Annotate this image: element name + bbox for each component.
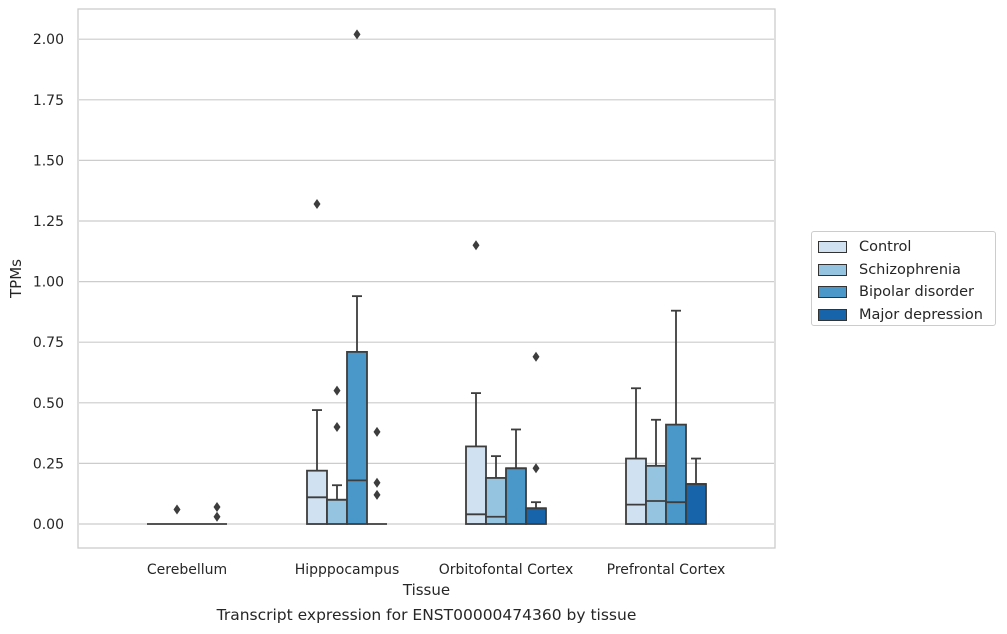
legend-item: Control xyxy=(818,236,995,259)
box-body xyxy=(625,457,647,525)
box xyxy=(645,418,667,525)
legend: Control Schizophrenia Bipolar disorder Majo… xyxy=(811,231,996,326)
box xyxy=(167,504,187,525)
box-body xyxy=(346,350,368,525)
outlier-point xyxy=(532,351,540,362)
y-tick-label: 1.50 xyxy=(33,153,64,169)
outlier-point xyxy=(173,504,181,515)
outlier-point xyxy=(333,422,341,433)
legend-label: Control xyxy=(859,239,912,256)
series-bipolar-disorder xyxy=(187,29,687,525)
box xyxy=(326,385,348,525)
box-body xyxy=(665,423,687,525)
y-tick-label: 1.75 xyxy=(33,93,64,109)
legend-swatch xyxy=(818,263,847,276)
box xyxy=(306,199,328,525)
box-series xyxy=(147,29,707,525)
gridlines xyxy=(79,38,774,525)
box xyxy=(485,455,507,525)
box-body xyxy=(326,498,348,525)
box-body xyxy=(685,483,707,525)
y-tick-label: 0.75 xyxy=(33,335,64,351)
y-tick-label: 1.00 xyxy=(33,275,64,291)
outlier-point xyxy=(213,511,221,522)
outlier-point xyxy=(373,426,381,437)
legend-label: Bipolar disorder xyxy=(859,284,974,301)
y-tick-label: 0.25 xyxy=(33,456,64,472)
x-axis-label: Tissue xyxy=(402,581,450,599)
y-tick-label: 0.00 xyxy=(33,517,64,533)
outlier-point xyxy=(313,199,321,210)
outlier-point xyxy=(353,29,361,40)
box xyxy=(525,351,547,525)
box xyxy=(505,428,527,525)
outlier-point xyxy=(213,502,221,513)
outlier-point xyxy=(532,463,540,474)
box xyxy=(207,502,227,525)
outlier-point xyxy=(373,489,381,500)
box xyxy=(465,240,487,525)
legend-swatch xyxy=(818,286,847,299)
box xyxy=(685,457,707,525)
box xyxy=(346,29,368,525)
series-schizophrenia xyxy=(167,385,667,525)
y-axis-label: TPMs xyxy=(7,259,25,299)
x-tick-label: Hipppocampus xyxy=(295,562,400,578)
series-major-depression xyxy=(207,351,707,525)
legend-item: Bipolar disorder xyxy=(818,281,995,304)
x-tick-label: Cerebellum xyxy=(147,562,227,578)
legend-item: Major depression xyxy=(818,304,995,327)
y-tick-label: 1.25 xyxy=(33,214,64,230)
y-axis-ticks: 0.00 0.25 0.50 0.75 1.00 1.25 1.50 1.75 2.00 xyxy=(33,32,64,533)
legend-swatch xyxy=(818,241,847,254)
chart-caption: Transcript expression for ENST0000047436… xyxy=(216,606,637,624)
box-body xyxy=(465,445,487,525)
box-body xyxy=(645,464,667,525)
y-tick-label: 0.50 xyxy=(33,396,64,412)
box xyxy=(665,309,687,525)
plot-frame xyxy=(77,8,776,549)
outlier-point xyxy=(373,477,381,488)
series-control xyxy=(147,199,647,525)
legend-label: Schizophrenia xyxy=(859,261,961,278)
outlier-point xyxy=(472,240,480,251)
y-tick-label: 2.00 xyxy=(33,32,64,48)
legend-item: Schizophrenia xyxy=(818,259,995,282)
box xyxy=(367,426,387,525)
legend-label: Major depression xyxy=(859,306,983,323)
legend-swatch xyxy=(818,308,847,321)
box-body xyxy=(525,507,547,525)
outlier-point xyxy=(333,385,341,396)
x-tick-label: Prefrontal Cortex xyxy=(607,562,726,578)
box-body xyxy=(505,467,527,525)
x-axis-ticks: Cerebellum Hipppocampus Orbitofontal Corte… xyxy=(147,562,725,578)
x-tick-label: Orbitofontal Cortex xyxy=(439,562,574,578)
box xyxy=(625,387,647,525)
